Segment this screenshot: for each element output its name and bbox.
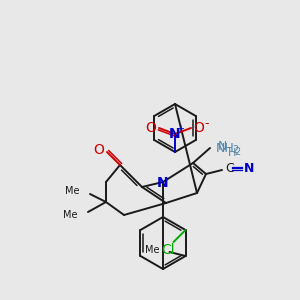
Text: 2: 2 xyxy=(234,147,240,157)
Text: Me: Me xyxy=(64,210,78,220)
Text: Cl: Cl xyxy=(162,243,175,257)
Text: Me: Me xyxy=(65,186,80,196)
Text: O: O xyxy=(94,143,104,157)
Text: NH: NH xyxy=(216,142,235,154)
Text: C: C xyxy=(225,161,234,175)
Text: N: N xyxy=(169,127,181,141)
Text: -: - xyxy=(205,118,209,130)
Text: N: N xyxy=(244,161,254,175)
Text: O: O xyxy=(146,121,156,135)
Text: N: N xyxy=(157,176,169,190)
Text: N: N xyxy=(218,140,227,154)
Text: Me: Me xyxy=(145,245,160,255)
Text: 2: 2 xyxy=(232,145,238,155)
Text: O: O xyxy=(194,121,204,135)
Text: H: H xyxy=(228,148,236,158)
Text: +: + xyxy=(176,124,184,134)
